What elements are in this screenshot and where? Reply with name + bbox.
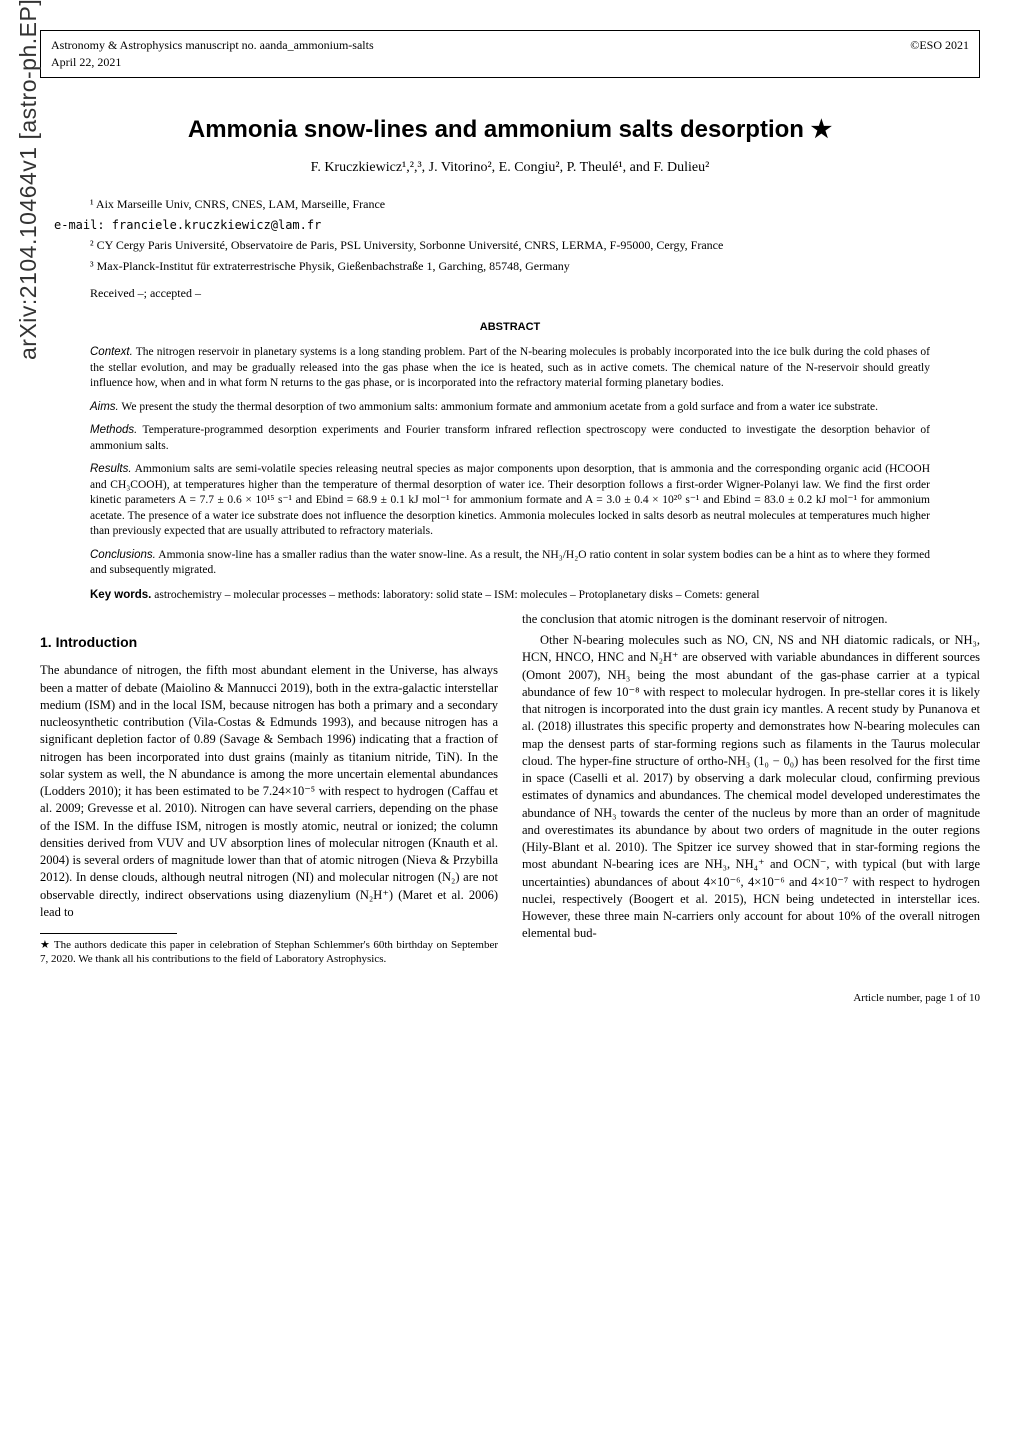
abstract-methods: Methods. Temperature-programmed desorpti… <box>90 423 930 454</box>
abstract-results: Results. Ammonium salts are semi-volatil… <box>90 462 930 540</box>
footnote-text: ★ The authors dedicate this paper in cel… <box>40 938 498 967</box>
footnote-rule <box>40 933 177 934</box>
section-1-title: 1. Introduction <box>40 633 498 652</box>
affiliation-email: e-mail: franciele.kruczkiewicz@lam.fr <box>54 217 950 234</box>
arxiv-watermark: arXiv:2104.10464v1 [astro-ph.EP] 21 Apr … <box>12 0 44 360</box>
copyright: ©ESO 2021 <box>910 37 969 71</box>
conclusions-label: Conclusions. <box>90 549 156 561</box>
intro-paragraph-2: Other N-bearing molecules such as NO, CN… <box>522 632 980 943</box>
manuscript-header: Astronomy & Astrophysics manuscript no. … <box>40 30 980 78</box>
manuscript-id: Astronomy & Astrophysics manuscript no. … <box>51 37 374 54</box>
abstract-conclusions: Conclusions. Ammonia snow-line has a sma… <box>90 548 930 579</box>
keywords-label: Key words. <box>90 589 151 601</box>
paper-title: Ammonia snow-lines and ammonium salts de… <box>40 113 980 147</box>
results-text: Ammonium salts are semi-volatile species… <box>90 463 930 537</box>
methods-text: Temperature-programmed desorption experi… <box>90 424 930 452</box>
page-number: Article number, page 1 of 10 <box>40 991 980 1006</box>
context-text: The nitrogen reservoir in planetary syst… <box>90 346 930 389</box>
manuscript-date: April 22, 2021 <box>51 54 374 71</box>
affiliation-3: ³ Max-Planck-Institut für extraterrestri… <box>90 258 950 275</box>
aims-text: We present the study the thermal desorpt… <box>119 401 878 413</box>
context-label: Context. <box>90 346 133 358</box>
affiliation-1: ¹ Aix Marseille Univ, CNRS, CNES, LAM, M… <box>90 196 950 213</box>
author-list: F. Kruczkiewicz¹,²,³, J. Vitorino², E. C… <box>40 158 980 178</box>
intro-paragraph-1: The abundance of nitrogen, the fifth mos… <box>40 662 498 921</box>
results-label: Results. <box>90 463 132 475</box>
received-date: Received –; accepted – <box>90 285 980 302</box>
abstract-context: Context. The nitrogen reservoir in plane… <box>90 345 930 392</box>
aims-label: Aims. <box>90 401 119 413</box>
abstract-aims: Aims. We present the study the thermal d… <box>90 400 930 416</box>
conclusions-text: Ammonia snow-line has a smaller radius t… <box>90 549 930 577</box>
keywords-text: astrochemistry – molecular processes – m… <box>151 589 759 601</box>
methods-label: Methods. <box>90 424 137 436</box>
affiliation-2: ² CY Cergy Paris Université, Observatoir… <box>90 237 950 254</box>
intro-continuation: the conclusion that atomic nitrogen is t… <box>522 611 980 628</box>
keywords: Key words. astrochemistry – molecular pr… <box>90 587 930 603</box>
abstract-heading: ABSTRACT <box>40 320 980 335</box>
